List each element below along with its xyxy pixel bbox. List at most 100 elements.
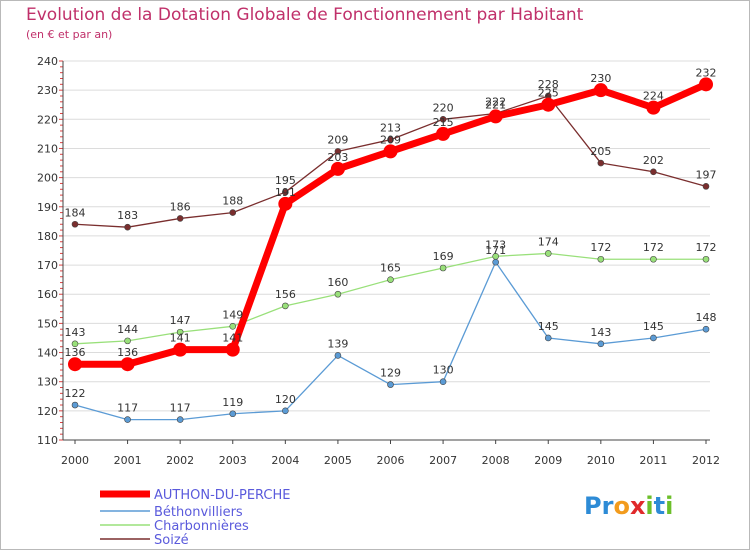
data-label: 169	[433, 250, 454, 263]
data-label: 149	[222, 308, 243, 321]
data-label: 209	[380, 133, 401, 146]
axes	[59, 60, 710, 444]
data-label: 156	[275, 288, 296, 301]
data-label: 232	[696, 66, 717, 79]
data-point	[282, 302, 289, 310]
data-point	[176, 328, 184, 336]
data-point	[702, 183, 710, 190]
data-point	[124, 337, 131, 345]
data-point	[544, 334, 552, 342]
x-tick-label: 2000	[61, 454, 89, 467]
data-label: 143	[590, 326, 611, 339]
data-label: 224	[643, 90, 664, 103]
logo-letter: o	[613, 492, 630, 520]
data-label: 143	[65, 326, 86, 339]
data-label: 184	[65, 206, 86, 219]
x-tick-label: 2009	[534, 454, 562, 467]
data-point	[278, 196, 293, 211]
logo-letter: P	[584, 492, 602, 520]
y-tick-label: 240	[37, 55, 58, 68]
data-label: 230	[590, 72, 611, 85]
x-tick-label: 2012	[692, 454, 720, 467]
grid-lines	[63, 60, 710, 441]
data-label: 145	[643, 320, 664, 333]
data-point	[176, 416, 184, 423]
data-point	[330, 161, 345, 176]
data-point	[492, 253, 499, 260]
data-label: 119	[222, 396, 243, 409]
data-label: 160	[327, 276, 348, 289]
data-label: 202	[643, 154, 664, 167]
data-point	[334, 148, 342, 155]
data-point	[436, 126, 451, 141]
data-point	[71, 220, 79, 228]
data-label: 136	[117, 346, 138, 359]
x-tick-label: 2003	[219, 454, 247, 467]
data-point	[387, 136, 394, 144]
y-tick-label: 180	[37, 230, 58, 243]
y-tick-label: 160	[37, 288, 58, 301]
data-label: 147	[170, 314, 191, 327]
data-label: 172	[643, 241, 664, 254]
y-tick-label: 190	[37, 201, 58, 214]
data-point	[439, 378, 447, 385]
data-point	[229, 410, 237, 418]
data-label: 139	[327, 337, 348, 350]
data-label: 130	[433, 364, 454, 377]
data-point	[699, 77, 713, 92]
data-label: 188	[222, 195, 243, 208]
y-tick-label: 170	[37, 259, 58, 272]
logo-letter: r	[601, 492, 614, 520]
data-point	[541, 97, 556, 112]
data-point	[439, 116, 447, 123]
y-tick-label: 210	[37, 142, 58, 155]
data-point	[439, 264, 447, 272]
x-tick-label: 2002	[166, 454, 194, 467]
data-label: 144	[117, 323, 138, 336]
data-point	[225, 342, 240, 357]
logo-letter: i	[645, 492, 654, 520]
data-point	[383, 144, 398, 159]
legend-label: Charbonnières	[154, 519, 249, 534]
data-label: 215	[433, 116, 454, 129]
data-label: 165	[380, 262, 401, 275]
data-labels: 136 136 141 141 191 203 209 215 221 225 230 224 232 1…	[65, 66, 717, 414]
y-tick-label: 130	[37, 376, 58, 389]
data-label: 117	[117, 402, 138, 415]
chart-title: Evolution de la Dotation Globale de Fonc…	[26, 5, 584, 25]
logo-letter: x	[629, 492, 646, 520]
data-label: 120	[275, 393, 296, 406]
data-point	[488, 109, 503, 124]
x-tick-labels: 2000 2001 2002 2003 2004 2005 2006 2007 2008 2009…	[61, 454, 720, 467]
data-label: 171	[485, 244, 506, 257]
data-label: 209	[327, 133, 348, 146]
data-point	[68, 357, 82, 372]
data-point	[229, 209, 237, 216]
data-label: 186	[170, 200, 191, 213]
data-point	[282, 188, 289, 196]
legend-label: AUTHON-DU-PERCHE	[154, 488, 291, 503]
data-point	[650, 255, 657, 263]
data-point	[650, 168, 657, 176]
data-point	[124, 223, 131, 231]
data-label: 141	[170, 332, 191, 345]
data-label: 136	[65, 346, 86, 359]
data-point	[71, 401, 79, 409]
data-point	[334, 290, 342, 298]
x-tick-label: 2010	[587, 454, 615, 467]
data-point	[646, 100, 661, 115]
data-point	[492, 258, 499, 266]
data-point	[544, 250, 552, 257]
legend-label: Béthonvilliers	[154, 505, 243, 520]
data-label: 191	[275, 186, 296, 199]
x-tick-label: 2005	[324, 454, 352, 467]
y-tick-label: 230	[37, 84, 58, 97]
y-tick-labels: 110 120 130 140 150 160 170 180 190 200 210 220 230 2…	[37, 55, 58, 447]
data-point	[120, 357, 135, 372]
data-label: 203	[327, 151, 348, 164]
data-label: 122	[65, 387, 86, 400]
data-label: 172	[696, 241, 717, 254]
logo-letter: t	[653, 492, 666, 520]
data-label: 213	[380, 122, 401, 135]
data-point	[71, 340, 79, 348]
